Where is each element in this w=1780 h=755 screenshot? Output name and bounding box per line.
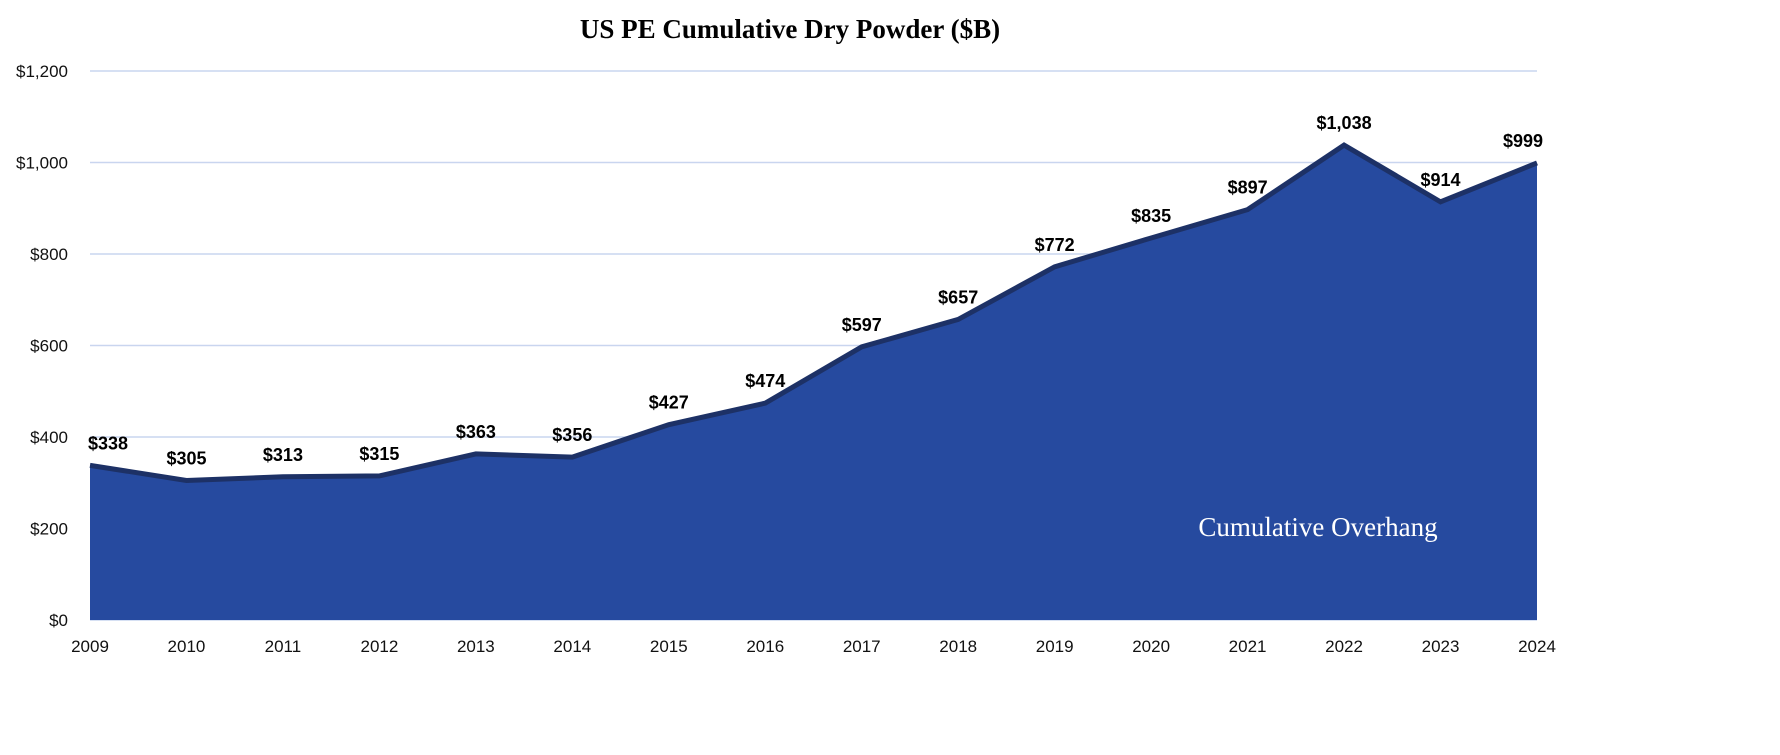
data-label: $999 bbox=[1503, 131, 1543, 151]
data-label: $835 bbox=[1131, 206, 1171, 226]
x-tick-label: 2014 bbox=[553, 637, 591, 656]
x-tick-label: 2023 bbox=[1422, 637, 1460, 656]
series-line-cumulative-overhang bbox=[89, 142, 1538, 483]
x-tick-label: 2024 bbox=[1518, 637, 1556, 656]
series-annotation: Cumulative Overhang bbox=[1198, 512, 1437, 542]
x-tick-label: 2018 bbox=[939, 637, 977, 656]
x-tick-label: 2011 bbox=[265, 637, 302, 656]
data-label: $914 bbox=[1421, 170, 1461, 190]
x-tick-label: 2022 bbox=[1325, 637, 1363, 656]
data-label: $315 bbox=[359, 444, 399, 464]
x-tick-label: 2020 bbox=[1132, 637, 1170, 656]
series-area-cumulative-overhang bbox=[90, 145, 1537, 621]
data-label: $427 bbox=[649, 393, 689, 413]
x-tick-label: 2021 bbox=[1229, 637, 1267, 656]
data-label: $356 bbox=[552, 425, 592, 445]
data-label: $597 bbox=[842, 315, 882, 335]
data-label: $657 bbox=[938, 287, 978, 307]
x-tick-label: 2015 bbox=[650, 637, 688, 656]
x-tick-label: 2019 bbox=[1036, 637, 1074, 656]
data-label: $474 bbox=[745, 371, 785, 391]
x-tick-label: 2017 bbox=[843, 637, 881, 656]
y-tick-label: $200 bbox=[30, 520, 68, 539]
data-label: $897 bbox=[1228, 178, 1268, 198]
data-label: $338 bbox=[88, 433, 128, 453]
data-label: $313 bbox=[263, 445, 303, 465]
data-label: $772 bbox=[1035, 235, 1075, 255]
data-label: $363 bbox=[456, 422, 496, 442]
x-tick-label: 2013 bbox=[457, 637, 495, 656]
y-tick-label: $1,000 bbox=[16, 154, 68, 173]
x-tick-label: 2016 bbox=[746, 637, 784, 656]
y-tick-label: $400 bbox=[30, 428, 68, 447]
x-tick-label: 2012 bbox=[360, 637, 398, 656]
y-tick-label: $800 bbox=[30, 245, 68, 264]
chart-title: US PE Cumulative Dry Powder ($B) bbox=[580, 14, 1000, 44]
data-label: $1,038 bbox=[1317, 113, 1372, 133]
x-tick-label: 2009 bbox=[71, 637, 109, 656]
y-tick-label: $600 bbox=[30, 337, 68, 356]
y-tick-label: $1,200 bbox=[16, 62, 68, 81]
y-tick-label: $0 bbox=[49, 611, 68, 630]
x-tick-label: 2010 bbox=[168, 637, 206, 656]
data-label: $305 bbox=[166, 448, 206, 468]
